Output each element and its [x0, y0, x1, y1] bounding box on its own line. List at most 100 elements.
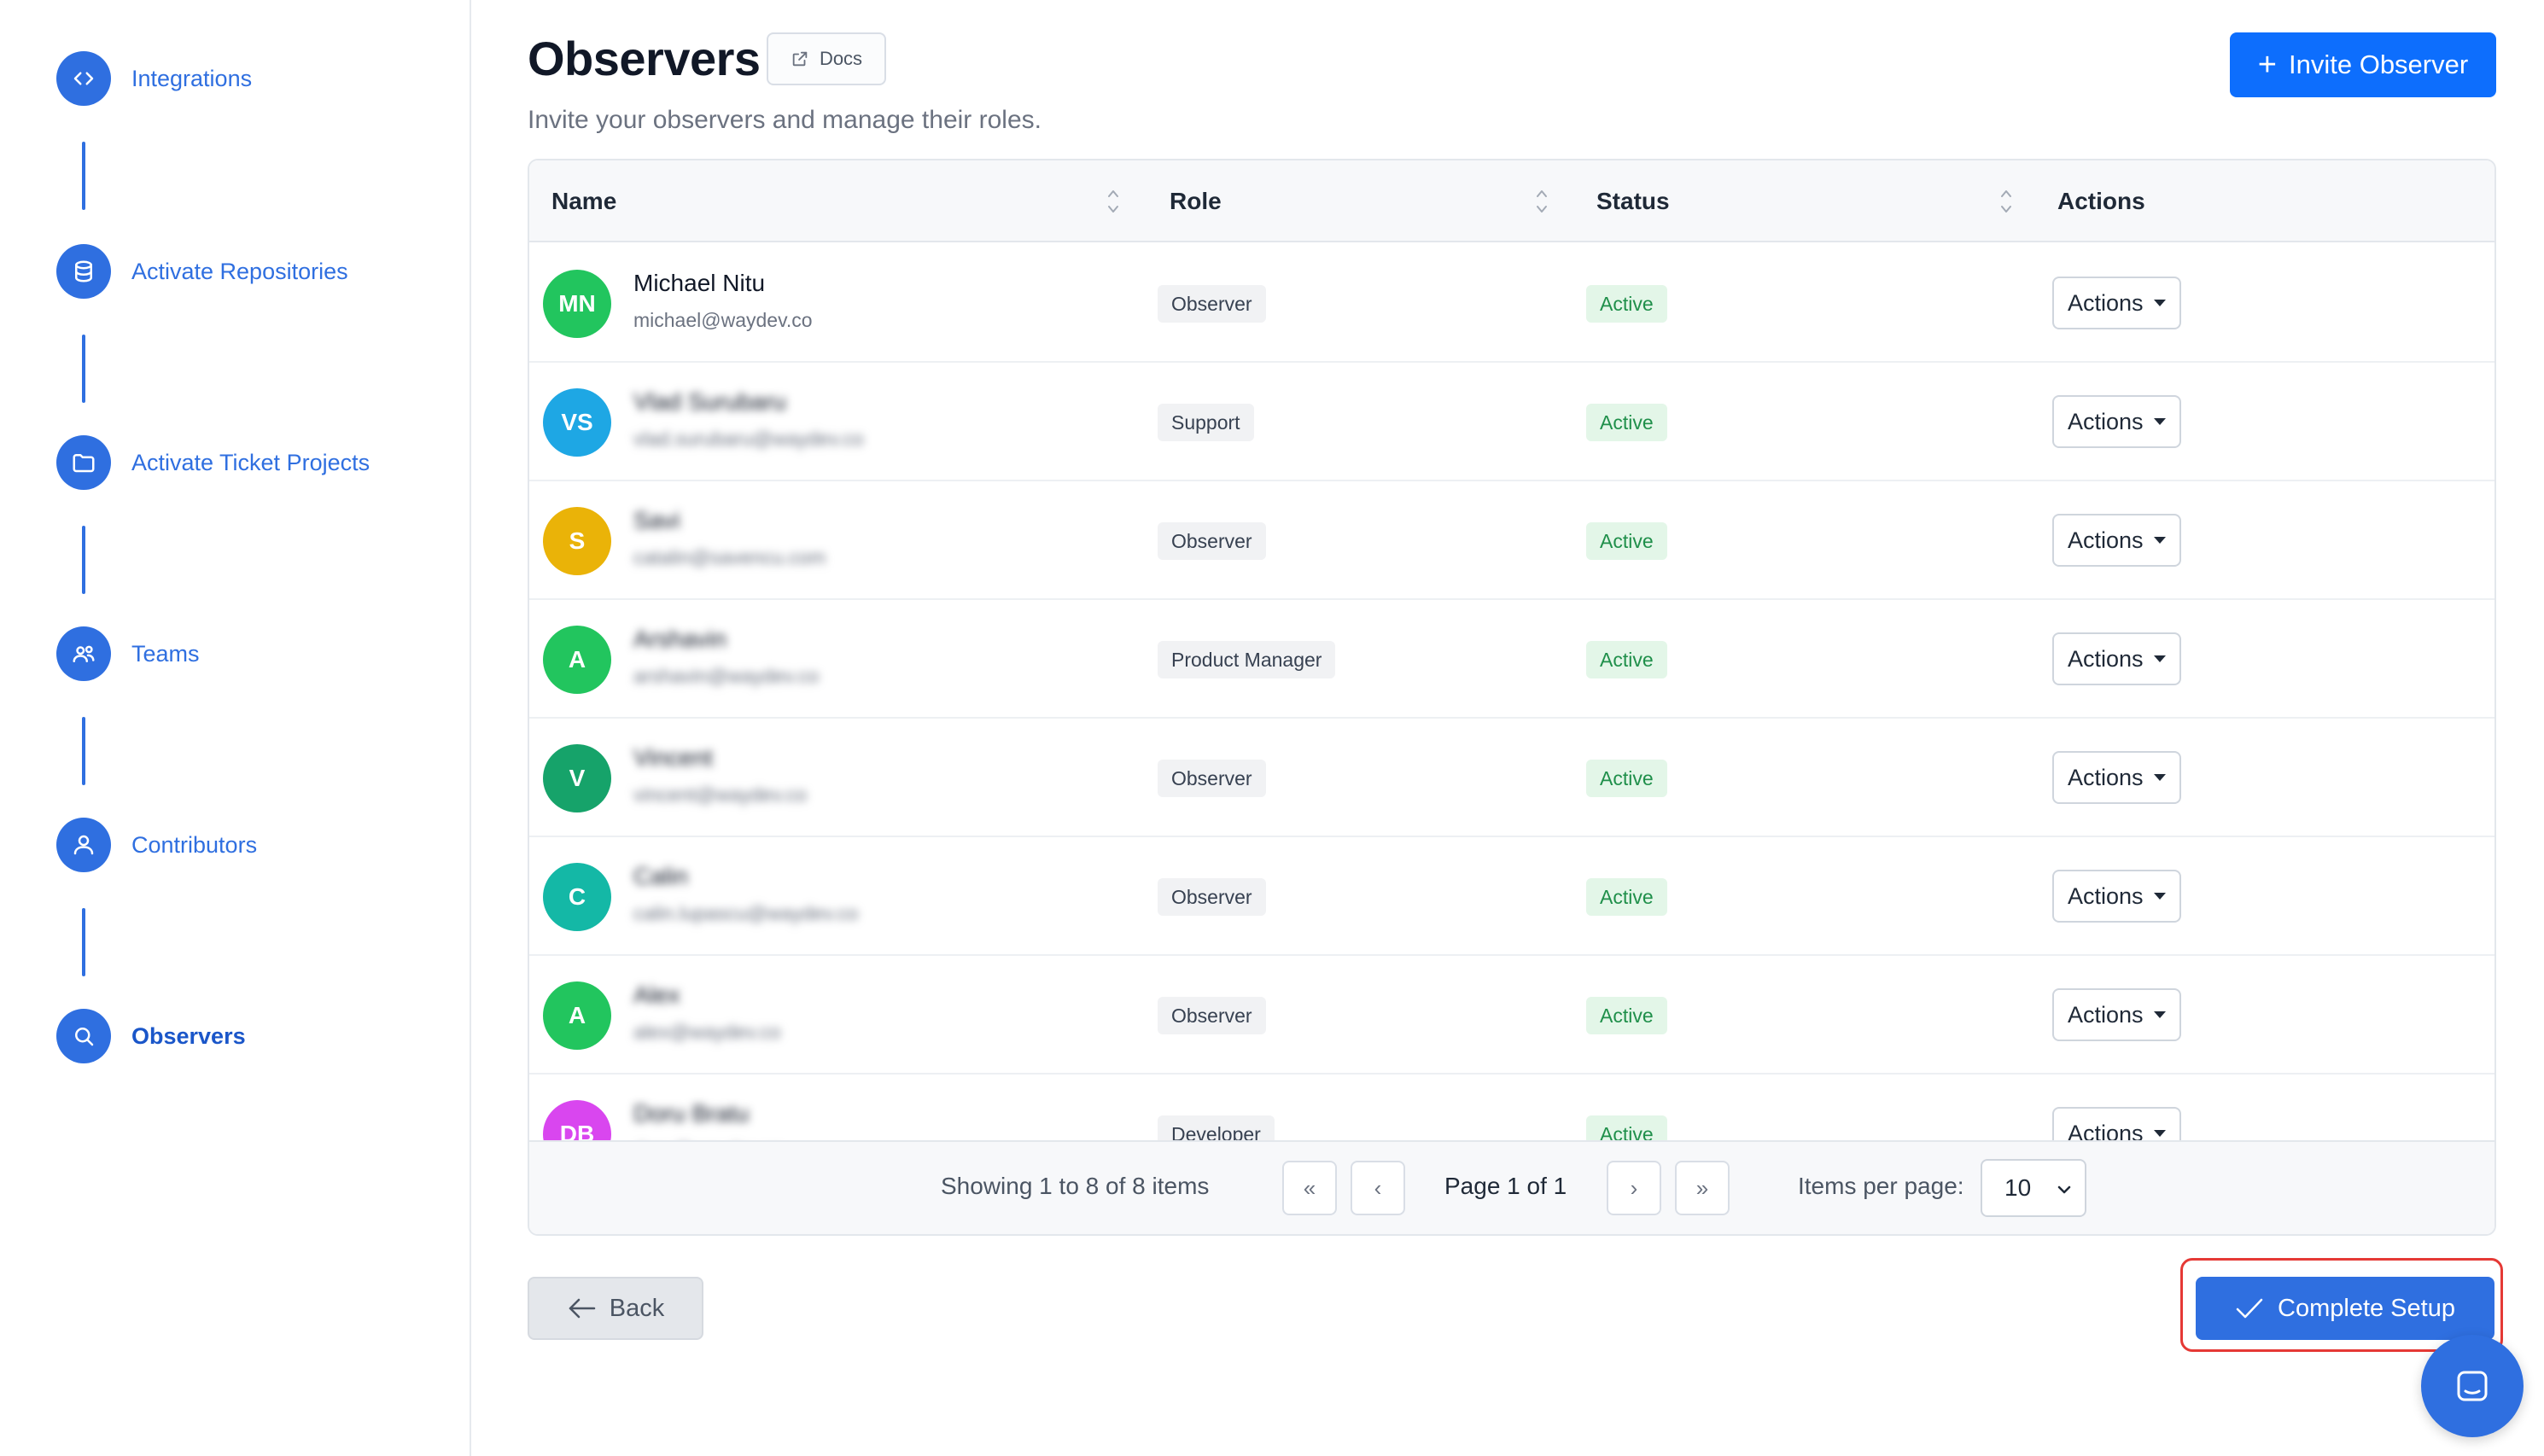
role-badge: Support — [1158, 404, 1254, 441]
caret-down-icon — [2153, 1011, 2166, 1018]
external-link-icon — [792, 51, 808, 67]
caret-down-icon — [2153, 893, 2166, 900]
sidebar-step-integrations[interactable]: Integrations — [56, 51, 252, 106]
caret-down-icon — [2153, 655, 2166, 662]
last-page-button[interactable]: » — [1675, 1161, 1730, 1215]
avatar-initials: VS — [561, 409, 593, 435]
caret-down-icon — [2153, 537, 2166, 544]
sort-icon[interactable] — [1105, 183, 1122, 220]
status-badge: Active — [1586, 878, 1667, 916]
avatar: A — [543, 981, 611, 1050]
sidebar-step-label: Activate Ticket Projects — [131, 449, 371, 475]
chevron-right-icon: › — [1630, 1174, 1638, 1201]
avatar-initials: A — [568, 646, 586, 673]
column-header-role[interactable]: Role — [1170, 188, 1222, 214]
docs-button-label: Docs — [819, 48, 863, 69]
role-badge: Observer — [1158, 997, 1266, 1034]
user-email: michael@waydev.co — [633, 309, 813, 331]
back-button[interactable]: Back — [528, 1277, 703, 1340]
user-name: Michael Nitu — [633, 270, 766, 296]
sidebar-step-label: Observers — [131, 1022, 246, 1049]
users-icon — [56, 626, 111, 681]
sidebar-step-activate-repositories[interactable]: Activate Repositories — [56, 244, 348, 299]
avatar: V — [543, 744, 611, 812]
showing-count: Showing 1 to 8 of 8 items — [941, 1173, 1210, 1199]
actions-label: Actions — [2068, 527, 2144, 553]
avatar: C — [543, 863, 611, 931]
avatar: A — [543, 626, 611, 694]
avatar: VS — [543, 388, 611, 457]
folder-icon — [56, 435, 111, 490]
items-per-page-select[interactable]: 10 — [1981, 1159, 2086, 1217]
next-page-button[interactable]: › — [1607, 1161, 1661, 1215]
avatar: S — [543, 507, 611, 575]
actions-label: Actions — [2068, 645, 2144, 672]
sidebar-step-label: Teams — [131, 640, 200, 667]
table-header: Name Role Status Actions — [529, 160, 2494, 242]
highlight-annotation — [2180, 1258, 2503, 1352]
avatar: MN — [543, 270, 611, 338]
user-name: Vincent — [633, 744, 713, 771]
role-badge: Observer — [1158, 760, 1266, 797]
prev-page-button[interactable]: ‹ — [1351, 1161, 1405, 1215]
plus-icon: + — [2257, 47, 2277, 83]
actions-label: Actions — [2068, 289, 2144, 316]
sort-icon[interactable] — [1533, 183, 1550, 220]
actions-label: Actions — [2068, 764, 2144, 790]
column-header-name[interactable]: Name — [551, 188, 617, 214]
chat-icon — [2457, 1371, 2488, 1401]
page-title: Observers — [528, 32, 761, 85]
caret-down-icon — [2153, 1130, 2166, 1137]
table-row: MN Michael Nitu michael@waydev.co Observer A… — [529, 244, 2494, 363]
sidebar-step-teams[interactable]: Teams — [56, 626, 200, 681]
avatar-initials: S — [569, 527, 586, 554]
sidebar-step-label: Contributors — [131, 831, 258, 858]
sidebar-step-contributors[interactable]: Contributors — [56, 818, 257, 872]
search-icon — [56, 1009, 111, 1063]
table-row: V Vincent vincent@waydev.co Observer Active A… — [529, 719, 2494, 837]
chevron-down-icon — [2057, 1185, 2071, 1194]
user-email: calin.lupascu@waydev.co — [633, 902, 859, 924]
column-header-actions: Actions — [2057, 188, 2145, 214]
caret-down-icon — [2153, 418, 2166, 425]
actions-dropdown-button[interactable]: Actions — [2052, 277, 2181, 329]
chat-widget-button[interactable] — [2421, 1335, 2524, 1437]
status-badge: Active — [1586, 522, 1667, 560]
user-name: Calin — [633, 863, 688, 889]
step-connector — [82, 908, 85, 976]
actions-dropdown-button[interactable]: Actions — [2052, 870, 2181, 923]
table-row: C Calin calin.lupascu@waydev.co Observer Act… — [529, 837, 2494, 956]
sidebar-step-observers[interactable]: Observers — [56, 1009, 246, 1063]
column-header-status[interactable]: Status — [1596, 188, 1670, 214]
actions-dropdown-button[interactable]: Actions — [2052, 632, 2181, 685]
sort-icon[interactable] — [1998, 183, 2015, 220]
page-indicator: Page 1 of 1 — [1444, 1173, 1567, 1199]
items-per-page-label: Items per page: — [1798, 1173, 1964, 1199]
actions-dropdown-button[interactable]: Actions — [2052, 395, 2181, 448]
back-button-label: Back — [609, 1294, 665, 1322]
invite-observer-button[interactable]: + Invite Observer — [2230, 32, 2496, 97]
step-connector — [82, 142, 85, 210]
status-badge: Active — [1586, 997, 1667, 1034]
user-email: vincent@waydev.co — [633, 783, 808, 806]
sidebar-step-label: Activate Repositories — [131, 258, 348, 284]
caret-down-icon — [2153, 300, 2166, 306]
caret-down-icon — [2153, 774, 2166, 781]
user-email: catalin@savencu.com — [633, 546, 826, 568]
docs-button[interactable]: Docs — [767, 32, 886, 85]
step-connector — [82, 526, 85, 594]
actions-dropdown-button[interactable]: Actions — [2052, 751, 2181, 804]
page-subtitle: Invite your observers and manage their r… — [528, 106, 1042, 134]
observers-table: Name Role Status Actions MN Michael Nitu m… — [528, 159, 2496, 1236]
user-name: Arshavin — [633, 626, 726, 652]
first-page-button[interactable]: « — [1282, 1161, 1337, 1215]
status-badge: Active — [1586, 760, 1667, 797]
complete-setup-button[interactable]: Complete Setup — [2196, 1277, 2494, 1340]
actions-dropdown-button[interactable]: Actions — [2052, 514, 2181, 567]
step-connector — [82, 717, 85, 785]
table-row: A Arshavin arshavin@waydev.co Product Manag… — [529, 600, 2494, 719]
step-connector — [82, 335, 85, 403]
complete-setup-label: Complete Setup — [2278, 1294, 2455, 1322]
sidebar-step-activate-ticket-projects[interactable]: Activate Ticket Projects — [56, 435, 370, 490]
actions-dropdown-button[interactable]: Actions — [2052, 988, 2181, 1041]
